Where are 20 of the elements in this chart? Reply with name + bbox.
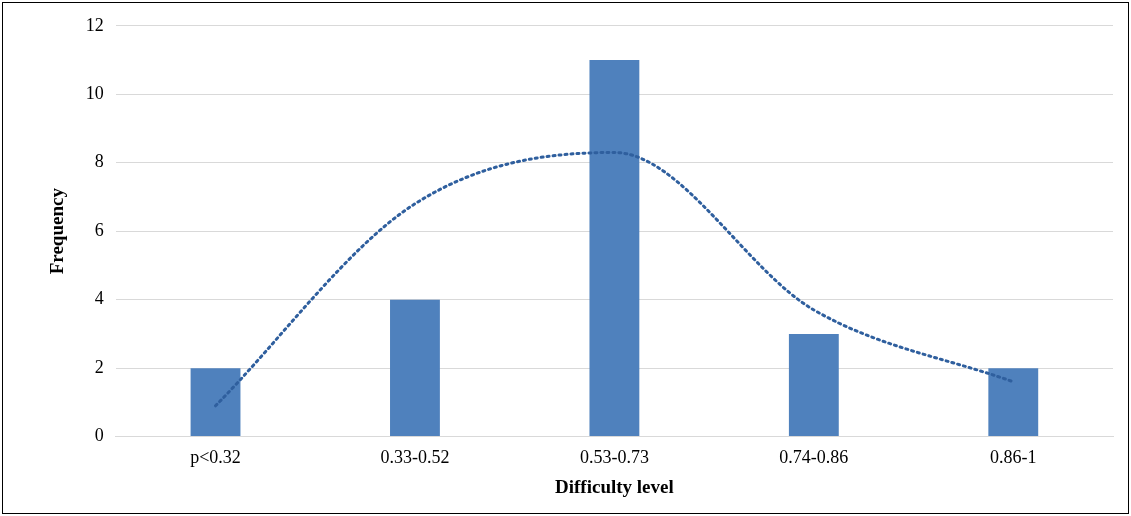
- bar: [988, 368, 1039, 437]
- x-tick-label: 0.74-0.86: [779, 447, 849, 468]
- y-tick-label: 10: [85, 83, 104, 103]
- y-tick-label: 4: [94, 288, 104, 309]
- x-tick-label: 0.53-0.73: [579, 447, 649, 468]
- y-tick-label: 0: [94, 425, 104, 446]
- bar: [190, 368, 241, 437]
- bar: [390, 299, 440, 437]
- line-series: [214, 150, 1015, 408]
- y-tick-label: 12: [85, 14, 104, 35]
- x-tick-label: 0.86-1: [990, 447, 1037, 468]
- x-axis-title: Difficulty level: [555, 475, 674, 497]
- y-tick-label: 2: [94, 356, 104, 377]
- y-tick-label: 8: [94, 151, 104, 172]
- bar: [589, 60, 640, 437]
- bar: [788, 333, 839, 437]
- y-axis-title: Frequency: [46, 187, 68, 275]
- x-tick-label: 0.33-0.52: [380, 447, 450, 468]
- y-tick-label: 6: [94, 219, 104, 240]
- x-tick-label: p<0.32: [190, 447, 241, 468]
